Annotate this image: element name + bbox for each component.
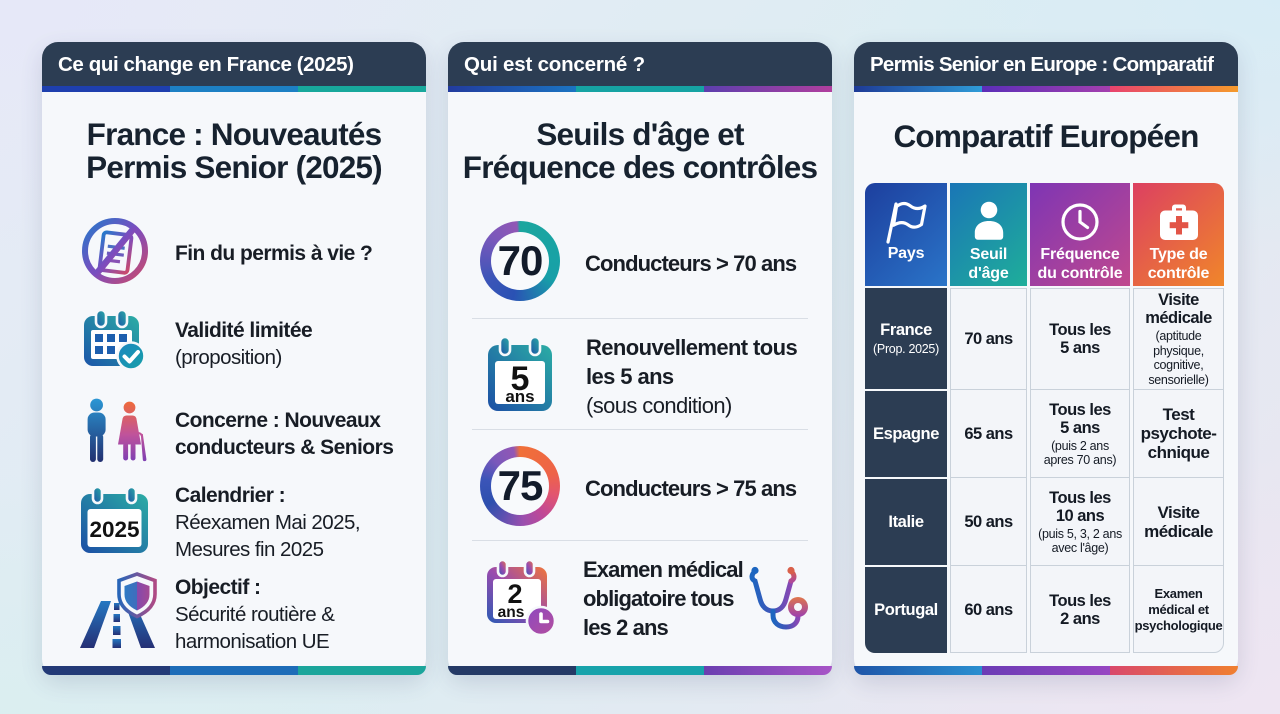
- svg-text:2: 2: [507, 579, 522, 609]
- svg-text:5: 5: [511, 360, 530, 398]
- svg-text:ans: ans: [498, 604, 525, 621]
- svg-text:ans: ans: [505, 387, 534, 406]
- svg-text:2025: 2025: [89, 517, 139, 542]
